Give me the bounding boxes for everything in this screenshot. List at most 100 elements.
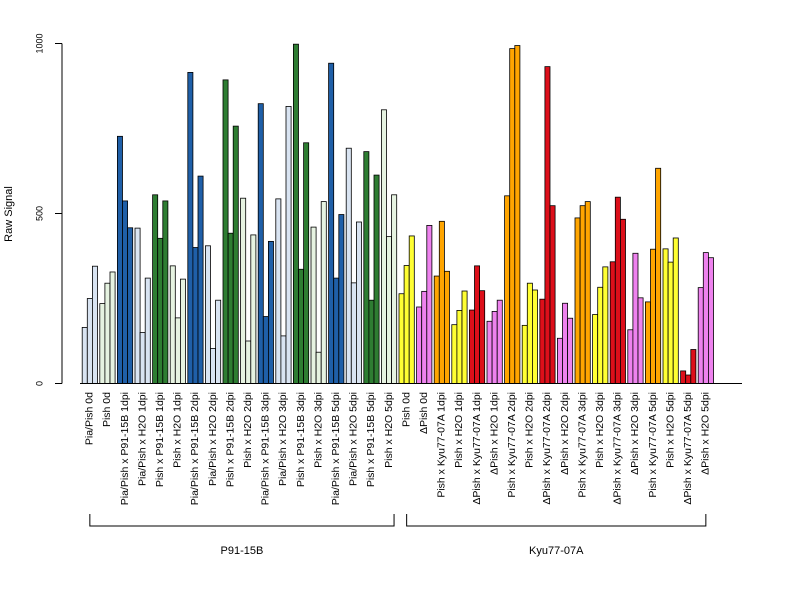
bar [257,103,264,384]
bar [697,287,704,384]
bar [240,197,247,384]
bar [567,317,574,384]
x-tick-label: Pish x H2O 2dpi [242,392,254,468]
bar [86,298,93,384]
bar [521,324,528,384]
bar [456,309,463,384]
x-tick-label: Pish x Kyu77-07A 2dpi [506,392,518,498]
bar [363,151,370,384]
y-tick-label: 0 [34,381,44,386]
bar [632,252,639,384]
x-tick-label: Pia/Pish x H2O 5dpi [348,392,360,486]
bar [328,62,335,384]
x-tick-label: ΔPish x Kyu77-07A 2dpi [541,392,553,505]
x-tick-label: Pia/Pish x P91-15B 1dpi [119,392,131,505]
bar [627,329,634,384]
bar [315,351,322,384]
bar [275,198,282,384]
x-tick-label: ΔPish x Kyu77-07A 5dpi [682,392,694,505]
bar [222,79,229,384]
bar [267,240,274,384]
x-tick-label: Pish x H2O 1dpi [172,392,184,468]
bar [245,340,252,384]
bar [104,282,111,384]
bar [702,252,709,384]
bar [597,286,604,384]
group-brackets: P91-15B Kyu77-07A [89,514,707,557]
bar [672,237,679,384]
bar [338,214,345,384]
bar [391,194,398,384]
bar [486,320,493,384]
bar [262,316,269,384]
bar [350,282,357,384]
x-tick-label: ΔPish x H2O 1dpi [488,392,500,475]
bar [355,221,362,384]
x-tick-label: Pish x Kyu77-07A 1dpi [436,392,448,498]
bar [461,290,468,384]
bar [386,236,392,384]
x-tick-label: Pish x H2O 3dpi [594,392,606,468]
bar [421,290,428,384]
x-tick-label: Pish 0d [400,392,412,427]
x-tick-label: Pish x H2O 2dpi [524,392,536,468]
bar [426,224,433,384]
bar [514,45,521,384]
bar [250,234,257,384]
bar [574,217,581,384]
bar [479,290,486,384]
bar [144,277,151,384]
bar [333,277,340,384]
x-tick-label: Pia/Pish x H2O 1dpi [136,392,148,486]
bar [169,265,176,384]
bar [602,266,609,384]
bar [491,311,498,384]
bar [109,271,116,384]
bar [690,349,697,384]
bar [174,317,181,384]
bar [403,265,410,384]
x-tick-label: Pia/Pish x P91-15B 3dpi [260,392,272,505]
x-tick-label: Pia/Pish x P91-15B 5dpi [330,392,342,505]
bar [592,314,599,384]
bar [303,142,310,384]
bar [380,109,387,384]
bar [443,270,450,384]
bar [117,135,123,384]
bar [579,205,586,384]
bar [614,196,621,384]
bar [345,147,352,384]
x-tick-label: Pish x H2O 5dpi [383,392,395,468]
x-tick-label: Pia/Pish x H2O 2dpi [207,392,219,486]
bar [708,257,714,384]
bar [562,302,568,384]
bar [210,348,216,384]
x-tick-label: Pish x Kyu77-07A 3dpi [576,392,588,498]
bars [81,43,714,384]
bar [292,43,299,384]
bar [433,275,440,384]
bar [408,235,415,384]
group-bracket [406,514,707,527]
y-tick-label: 1000 [34,33,44,53]
bar [162,200,169,384]
bar [539,298,546,384]
x-tick-label: Pish x P91-15B 5dpi [365,392,377,487]
bar [92,265,98,384]
y-axis-label: Raw Signal [3,186,15,242]
bar [645,301,651,384]
bar [680,370,687,384]
bar [637,297,644,384]
bar [187,72,194,384]
bar [134,227,141,384]
bar [227,232,234,384]
x-tick-label: Pish 0d [101,392,113,427]
bar [662,248,669,384]
bar [204,245,211,384]
bar [373,174,380,384]
bar [298,268,304,384]
x-tick-label: ΔPish x H2O 3dpi [629,392,641,475]
bar [620,218,626,384]
bar [320,201,327,384]
